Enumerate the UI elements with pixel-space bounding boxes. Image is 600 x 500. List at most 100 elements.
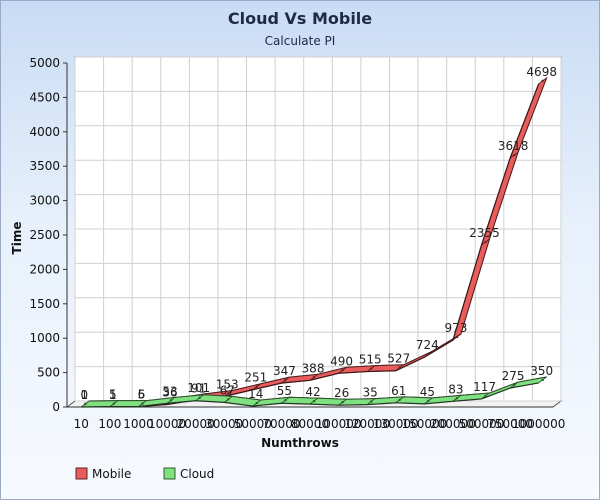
y-tick-label: 1500 (29, 297, 60, 311)
x-tick-label: 20000 (177, 417, 215, 431)
data-point (112, 402, 116, 405)
y-tick-label: 4500 (29, 90, 60, 104)
x-tick-label: 750000 (487, 417, 533, 431)
y-tick-label: 1000 (29, 331, 60, 345)
data-label: 91 (191, 382, 206, 396)
x-axis-title: Numthrows (261, 436, 339, 450)
data-label: 83 (448, 382, 463, 396)
data-label: 1 (109, 388, 117, 402)
data-point (312, 399, 316, 403)
data-point (427, 352, 430, 356)
y-axis-title: Time (10, 222, 24, 255)
data-point (398, 398, 401, 402)
x-tick-label: 10000 (148, 417, 186, 431)
x-tick-label: 100000 (316, 417, 362, 431)
legend: Mobile Cloud (75, 467, 214, 481)
data-label: 1 (80, 388, 88, 402)
data-point (227, 392, 230, 395)
data-point (427, 399, 430, 403)
series-line-top (89, 376, 547, 402)
data-point (341, 369, 344, 372)
x-tick-label: 200000 (430, 417, 476, 431)
legend-swatch (75, 467, 88, 480)
data-label: 350 (530, 364, 553, 378)
data-label: 101 (187, 381, 210, 395)
x-tick-label: 70000 (262, 417, 300, 431)
x-tick-label: 30000 (205, 417, 243, 431)
data-label: 724 (416, 338, 439, 352)
data-point (255, 385, 259, 388)
data-point (141, 402, 144, 405)
data-point (284, 378, 287, 382)
data-point (455, 397, 459, 400)
data-point (541, 79, 544, 82)
x-tick-label: 120000 (344, 417, 390, 431)
series-lines (80, 76, 548, 408)
series-line-edge (81, 382, 539, 408)
data-label: 0 (80, 388, 88, 402)
y-tick-label: 5000 (29, 56, 60, 70)
data-point (512, 383, 516, 387)
data-point (484, 394, 487, 398)
data-point (169, 399, 173, 402)
data-point (312, 376, 316, 379)
data-label: 275 (502, 369, 525, 383)
data-label: 490 (330, 354, 353, 368)
data-label: 4698 (526, 65, 557, 79)
data-point (255, 401, 259, 405)
data-label: 3618 (498, 139, 529, 153)
data-label: 36 (162, 386, 177, 400)
data-point (84, 402, 87, 406)
data-label: 53 (162, 384, 177, 398)
data-label: 26 (334, 386, 349, 400)
data-label: 515 (359, 353, 382, 367)
data-point (512, 153, 516, 157)
data-label: 347 (273, 364, 296, 378)
y-tick-label: 0 (52, 400, 60, 414)
data-label: 6 (138, 388, 146, 402)
x-tick-label: 50000 (234, 417, 272, 431)
data-label: 61 (391, 384, 406, 398)
legend-item-mobile: Mobile (75, 467, 131, 481)
chart-title: Cloud Vs Mobile (228, 9, 372, 28)
y-tick-label: 3500 (29, 159, 60, 173)
x-tick-label: 150000 (401, 417, 447, 431)
y-axis-ticks: 0 500 1000 1500 2000 2500 3000 3500 4000 4500 5000 (29, 56, 67, 414)
y-tick-label: 2000 (29, 262, 60, 276)
data-point (284, 399, 287, 402)
data-label: 14 (248, 387, 263, 401)
legend-label: Mobile (92, 467, 131, 481)
data-label: 2355 (469, 226, 500, 240)
y-tick-label: 500 (37, 366, 60, 380)
data-point (455, 335, 459, 339)
data-label: 5 (109, 388, 117, 402)
data-point (198, 396, 201, 399)
y-tick-label: 2500 (29, 228, 60, 242)
x-tick-label: 10 (74, 417, 89, 431)
data-label: 42 (305, 385, 320, 399)
x-tick-label: 80000 (291, 417, 329, 431)
legend-item-cloud: Cloud (163, 467, 214, 481)
x-tick-label: 1000000 (512, 417, 565, 431)
series-line-edge (81, 83, 540, 408)
data-label: 527 (387, 352, 410, 366)
x-axis-ticks: 10 100 10001000020000300005000070000800001… (74, 417, 566, 431)
data-label: 5 (138, 388, 146, 402)
data-label: 251 (244, 371, 267, 385)
data-label: 35 (363, 386, 378, 400)
data-point (398, 366, 401, 369)
data-point (227, 398, 230, 401)
data-label: 45 (420, 385, 435, 399)
data-point (369, 400, 373, 403)
chart-subtitle: Calculate PI (265, 34, 336, 48)
x-tick-label: 1000 (123, 417, 154, 431)
data-label: 388 (302, 361, 325, 375)
data-point (341, 401, 344, 404)
data-label: 973 (444, 321, 467, 335)
data-label: 153 (216, 377, 239, 391)
data-point (484, 240, 487, 244)
x-tick-label: 500000 (459, 417, 505, 431)
x-tick-label: 130000 (373, 417, 419, 431)
